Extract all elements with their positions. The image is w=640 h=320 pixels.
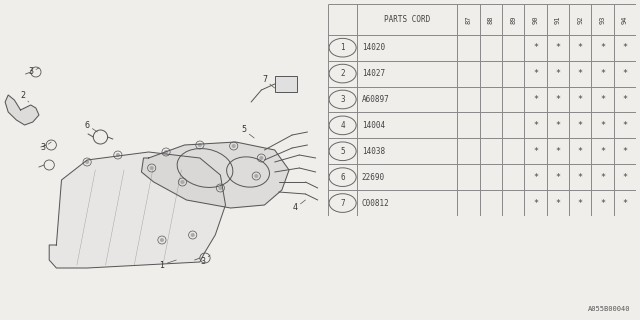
Text: 14004: 14004 [362, 121, 385, 130]
Text: *: * [533, 69, 538, 78]
Text: 87: 87 [465, 15, 472, 24]
Text: *: * [622, 69, 627, 78]
FancyBboxPatch shape [275, 76, 297, 92]
Text: 92: 92 [577, 15, 583, 24]
Circle shape [116, 153, 120, 157]
Text: *: * [556, 43, 561, 52]
Text: 88: 88 [488, 15, 494, 24]
Polygon shape [141, 142, 289, 208]
Text: *: * [600, 198, 605, 208]
Polygon shape [5, 95, 39, 125]
Text: 3: 3 [340, 95, 345, 104]
Text: *: * [533, 147, 538, 156]
Circle shape [150, 166, 154, 170]
Text: *: * [578, 121, 582, 130]
Text: *: * [622, 95, 627, 104]
Circle shape [164, 150, 168, 154]
Text: 3: 3 [40, 142, 51, 153]
Text: *: * [578, 173, 582, 182]
Text: *: * [622, 147, 627, 156]
Text: *: * [533, 43, 538, 52]
Text: *: * [533, 198, 538, 208]
Text: 2: 2 [340, 69, 345, 78]
Text: 14020: 14020 [362, 43, 385, 52]
Polygon shape [49, 152, 225, 268]
Text: *: * [600, 121, 605, 130]
Text: 14038: 14038 [362, 147, 385, 156]
Text: 5: 5 [241, 125, 254, 138]
Text: 4: 4 [340, 121, 345, 130]
Circle shape [191, 233, 195, 237]
Text: A60897: A60897 [362, 95, 390, 104]
Text: *: * [556, 173, 561, 182]
Text: *: * [600, 95, 605, 104]
Text: *: * [556, 69, 561, 78]
Text: *: * [622, 121, 627, 130]
Text: *: * [600, 173, 605, 182]
Text: *: * [578, 43, 582, 52]
Text: *: * [578, 95, 582, 104]
Text: 6: 6 [340, 173, 345, 182]
Text: 4: 4 [292, 200, 305, 212]
Text: 6: 6 [84, 121, 97, 132]
Text: *: * [622, 43, 627, 52]
Circle shape [218, 186, 223, 190]
Text: 14027: 14027 [362, 69, 385, 78]
Text: 91: 91 [555, 15, 561, 24]
Circle shape [180, 180, 184, 184]
Circle shape [198, 143, 202, 147]
Text: *: * [600, 43, 605, 52]
Text: *: * [533, 173, 538, 182]
Text: C00812: C00812 [362, 198, 390, 208]
Text: *: * [622, 198, 627, 208]
Text: *: * [556, 95, 561, 104]
Text: 3: 3 [28, 68, 39, 76]
Text: *: * [578, 69, 582, 78]
Text: PARTS CORD: PARTS CORD [384, 15, 431, 24]
Text: 1: 1 [159, 260, 176, 269]
Circle shape [254, 174, 259, 178]
Text: *: * [622, 173, 627, 182]
Circle shape [85, 160, 89, 164]
Text: *: * [600, 147, 605, 156]
Text: 2: 2 [20, 91, 29, 102]
Text: *: * [578, 147, 582, 156]
Text: 1: 1 [340, 43, 345, 52]
Text: *: * [533, 95, 538, 104]
Text: 90: 90 [532, 15, 538, 24]
Text: *: * [600, 69, 605, 78]
Text: 22690: 22690 [362, 173, 385, 182]
Text: 3: 3 [200, 255, 210, 267]
Text: 7: 7 [262, 76, 275, 88]
Text: 94: 94 [622, 15, 628, 24]
Text: *: * [556, 121, 561, 130]
Text: 93: 93 [600, 15, 605, 24]
Text: *: * [578, 198, 582, 208]
Text: 89: 89 [510, 15, 516, 24]
Circle shape [160, 238, 164, 242]
Circle shape [259, 156, 264, 160]
Circle shape [232, 144, 236, 148]
Text: *: * [533, 121, 538, 130]
Text: 7: 7 [340, 198, 345, 208]
Text: *: * [556, 198, 561, 208]
Text: *: * [556, 147, 561, 156]
Text: A055B00040: A055B00040 [588, 306, 630, 312]
Text: 5: 5 [340, 147, 345, 156]
